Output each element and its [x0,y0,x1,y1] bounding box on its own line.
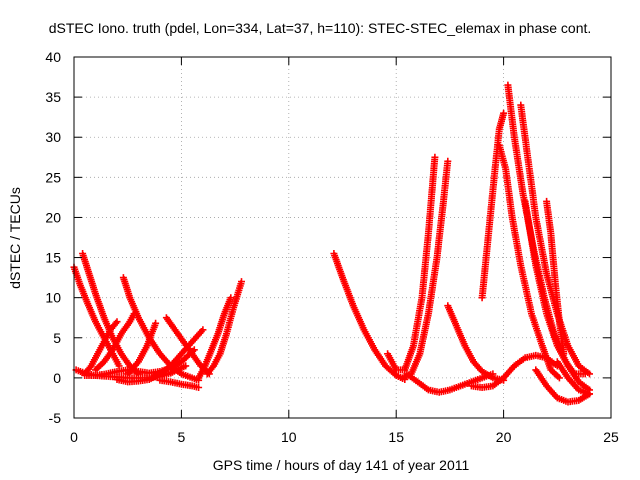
series-19 [478,109,508,302]
y-tick-label-2: 5 [53,330,61,346]
series-15 [399,157,452,382]
series-21 [504,81,589,378]
x-tick-label-3: 15 [388,429,404,445]
series-13-markers [330,250,409,383]
series-19-markers [478,109,508,302]
y-tick-label-5: 20 [45,209,61,225]
series-20 [495,141,563,382]
series-16 [403,370,497,396]
series-25 [532,366,593,406]
x-axis-title: GPS time / hours of day 141 of year 2011 [213,457,470,473]
chart-title: dSTEC Iono. truth (pdel, Lon=334, Lat=37… [49,20,592,36]
x-tick-label-0: 0 [70,429,78,445]
series-21-markers [504,81,589,378]
y-tick-label-8: 35 [45,89,61,105]
y-tick-label-4: 15 [45,250,61,266]
series-7 [124,319,160,378]
series-26 [553,358,593,398]
x-tick-label-5: 25 [603,429,619,445]
data-points [70,81,593,406]
x-tick-label-1: 5 [178,429,186,445]
y-axis-title: dSTEC / TECUs [7,187,23,289]
series-13 [330,250,409,383]
series-11 [195,294,235,382]
x-tick-label-2: 10 [281,429,297,445]
y-tick-label-7: 30 [45,129,61,145]
y-tick-label-6: 25 [45,169,61,185]
y-tick-label-9: 40 [45,49,61,65]
series-1 [79,250,142,378]
series-24 [543,197,568,358]
series-14 [384,153,439,374]
plot-frame [73,56,612,419]
grid [74,57,611,418]
axis-ticks: 0 5 10 15 20 25 -5 0 5 10 15 20 25 30 35 40 [45,49,619,445]
y-tick-label-1: 0 [53,370,61,386]
series-23 [521,197,593,394]
series-5 [92,310,138,374]
y-tick-label-0: -5 [49,410,62,426]
series-17-markers [444,302,508,384]
x-tick-label-4: 20 [496,429,512,445]
series-10 [156,376,203,391]
series-12 [203,278,245,378]
y-tick-label-3: 10 [45,290,61,306]
series-14-markers [384,153,439,374]
series-4 [81,318,121,378]
series-17 [444,302,508,384]
